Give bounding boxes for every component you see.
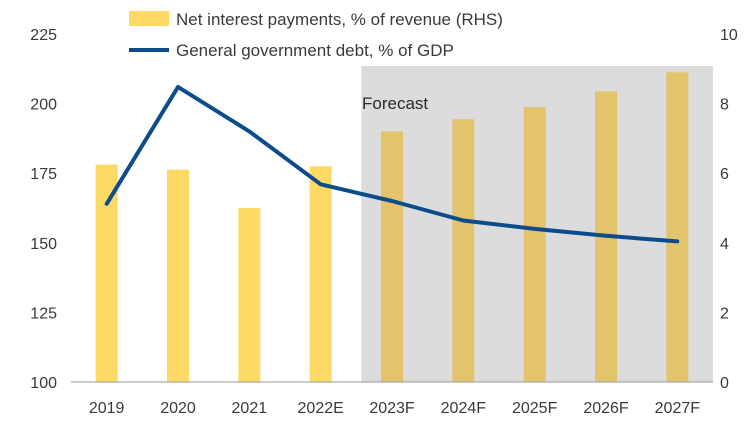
x-tick-2025F: 2025F xyxy=(512,400,558,417)
x-tick-2022E: 2022E xyxy=(298,400,344,417)
right-tick-8: 8 xyxy=(720,97,729,114)
right-axis: 0 2 4 6 8 10 xyxy=(720,27,738,392)
x-tick-2020: 2020 xyxy=(160,400,196,417)
bar-2024F xyxy=(452,119,475,382)
right-tick-10: 10 xyxy=(720,27,738,44)
bar-2020 xyxy=(167,169,189,382)
left-axis: 100 125 150 175 200 225 xyxy=(30,27,57,392)
left-tick-200: 200 xyxy=(30,97,57,114)
left-tick-125: 125 xyxy=(30,305,57,322)
bar-2022E xyxy=(309,166,332,382)
legend-bar-label: Net interest payments, % of revenue (RHS… xyxy=(176,10,503,29)
right-tick-6: 6 xyxy=(720,166,729,183)
right-tick-2: 2 xyxy=(720,305,729,322)
left-tick-100: 100 xyxy=(30,375,57,392)
x-tick-2023F: 2023F xyxy=(369,400,415,417)
bar-2027F xyxy=(666,72,689,382)
x-tick-2027F: 2027F xyxy=(655,400,701,417)
x-tick-2019: 2019 xyxy=(89,400,125,417)
bar-2023F xyxy=(381,131,403,382)
bar-series xyxy=(95,72,689,383)
left-tick-150: 150 xyxy=(30,236,57,253)
debt-line xyxy=(104,84,680,244)
legend: Net interest payments, % of revenue (RHS… xyxy=(129,10,503,60)
x-tick-2024F: 2024F xyxy=(441,400,487,417)
x-axis: 2019 2020 2021 2022E 2023F 2024F 2025F 2026F 202… xyxy=(89,400,700,417)
bar-2025F xyxy=(523,107,546,382)
legend-line-label: General government debt, % of GDP xyxy=(176,41,454,60)
right-tick-4: 4 xyxy=(720,236,729,253)
x-tick-2026F: 2026F xyxy=(583,400,629,417)
left-tick-225: 225 xyxy=(30,27,57,44)
right-tick-0: 0 xyxy=(720,375,729,392)
left-tick-175: 175 xyxy=(30,166,57,183)
x-tick-2021: 2021 xyxy=(232,400,268,417)
bar-2021 xyxy=(238,208,261,382)
bar-2019 xyxy=(95,164,118,382)
legend-bar-swatch xyxy=(129,11,169,26)
forecast-label: Forecast xyxy=(362,94,428,113)
